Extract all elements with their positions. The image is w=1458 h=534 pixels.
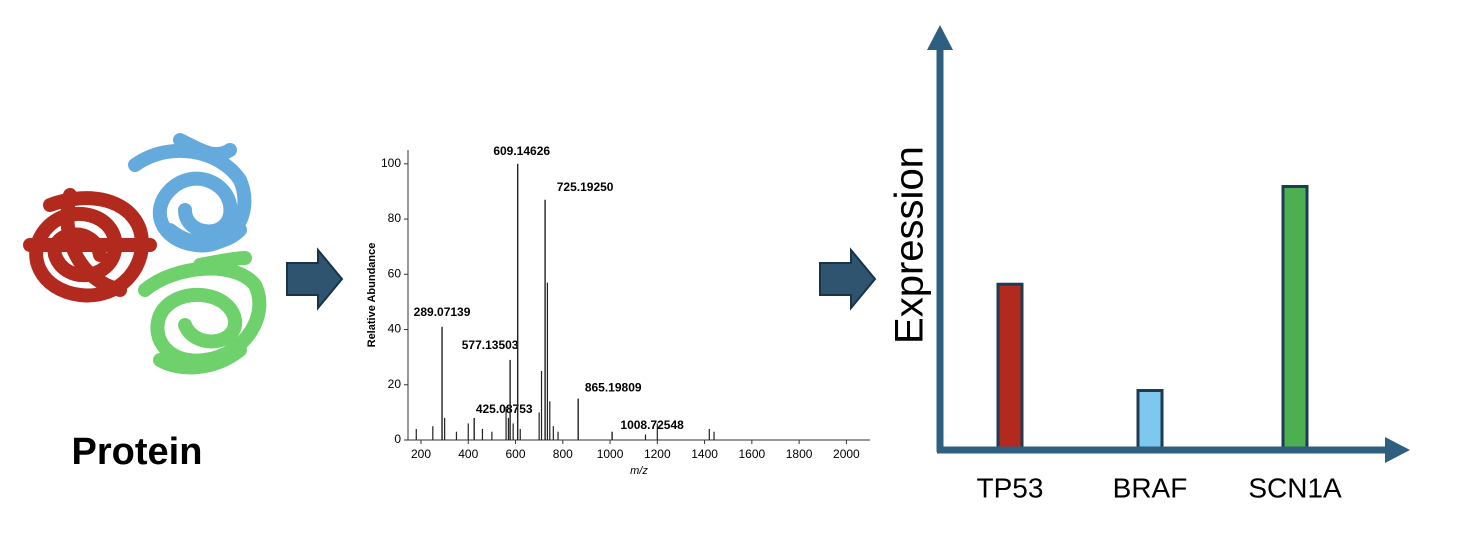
bar xyxy=(996,282,1024,452)
spectrum: 200 400 600 800 1000 1200 1400 1600 1800 2000 0 20 4… xyxy=(366,144,870,477)
y-tick-label: 100 xyxy=(381,156,401,170)
peak-label: 1008.72548 xyxy=(620,418,684,432)
x-tick-label: 1400 xyxy=(691,447,718,461)
protein-label: Protein xyxy=(72,431,203,473)
x-tick-label: 1600 xyxy=(738,447,765,461)
y-tick-label: 80 xyxy=(388,211,402,225)
x-tick-label: BRAF xyxy=(1113,472,1188,503)
x-tick-label: 400 xyxy=(458,447,478,461)
x-tick-label: 200 xyxy=(411,447,431,461)
axis-arrow xyxy=(1385,437,1410,463)
x-tick-label: 600 xyxy=(506,447,526,461)
bar xyxy=(1281,185,1309,452)
peak-label: 725.19250 xyxy=(557,180,614,194)
bar-chart: TP53 BRAF SCN1A Expression xyxy=(888,25,1410,503)
peak-label: 609.14626 xyxy=(493,144,550,158)
arrow xyxy=(819,247,877,311)
y-tick-label: 0 xyxy=(394,432,401,446)
bar xyxy=(1136,389,1164,452)
y-axis-label: Relative Abundance xyxy=(366,243,378,348)
y-tick-label: 40 xyxy=(388,322,402,336)
peak-label: 577.13503 xyxy=(462,338,519,352)
x-tick-label: 1200 xyxy=(644,447,671,461)
x-tick-label: 1800 xyxy=(786,447,813,461)
y-tick-label: 60 xyxy=(388,266,402,280)
peak-label: 865.19809 xyxy=(585,381,642,395)
x-tick-label: 1000 xyxy=(597,447,624,461)
x-tick-label: SCN1A xyxy=(1248,472,1342,503)
y-axis-label: Expression xyxy=(888,146,932,344)
axis-arrow xyxy=(927,25,953,50)
peak-label: 289.07139 xyxy=(414,305,471,319)
x-tick-label: TP53 xyxy=(977,472,1044,503)
x-tick-label: 800 xyxy=(553,447,573,461)
x-tick-label: 2000 xyxy=(833,447,860,461)
x-axis-label: m/z xyxy=(630,465,648,477)
y-tick-label: 20 xyxy=(388,377,402,391)
arrow xyxy=(286,247,344,311)
protein-blobs xyxy=(23,133,267,375)
peak-label: 425.08753 xyxy=(476,402,533,416)
